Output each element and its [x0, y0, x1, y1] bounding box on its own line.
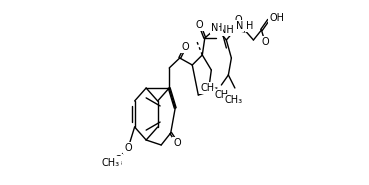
Text: CH₃: CH₃: [224, 95, 242, 105]
Text: O: O: [261, 37, 269, 47]
Text: H: H: [215, 23, 222, 33]
Text: O: O: [196, 20, 204, 30]
Text: N: N: [236, 21, 244, 31]
Text: CH₃: CH₃: [102, 158, 120, 168]
Text: OH: OH: [269, 15, 283, 25]
Text: O: O: [124, 143, 132, 153]
Text: O: O: [235, 15, 242, 25]
Text: O: O: [114, 155, 122, 165]
Text: CH₃: CH₃: [105, 157, 123, 167]
Text: O: O: [173, 138, 181, 148]
Text: O: O: [182, 42, 189, 52]
Text: H: H: [246, 21, 254, 31]
Text: NH: NH: [219, 25, 234, 35]
Text: OH: OH: [270, 13, 285, 23]
Text: CH₃: CH₃: [214, 90, 232, 100]
Text: N: N: [211, 23, 218, 33]
Text: CH₃: CH₃: [200, 83, 218, 93]
